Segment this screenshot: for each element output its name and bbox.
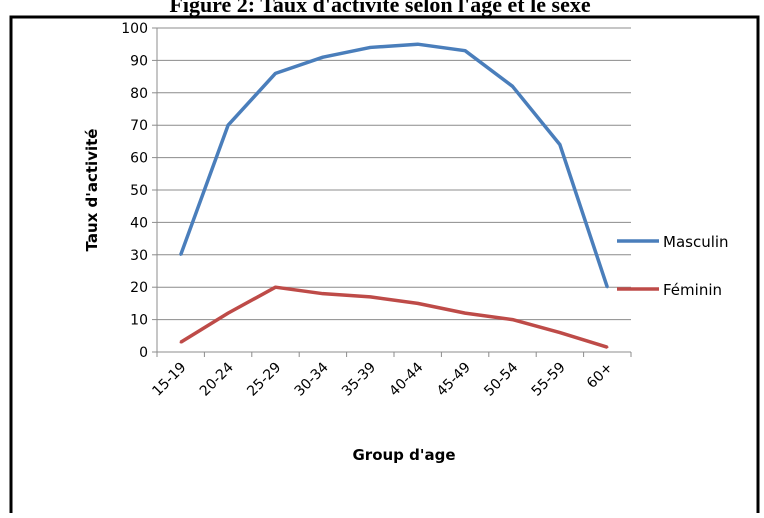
y-tick-label: 90 <box>130 53 148 69</box>
data-point <box>511 318 514 321</box>
legend-label: Féminin <box>663 281 722 299</box>
data-point <box>463 311 467 315</box>
x-axis-label: Group d'age <box>352 446 455 464</box>
y-tick-label: 60 <box>130 151 148 167</box>
grid-lines <box>157 27 631 321</box>
y-tick-label: 30 <box>130 248 148 264</box>
series-line-masculin <box>179 42 609 288</box>
y-tick-label: 100 <box>121 21 148 37</box>
data-point <box>321 292 325 295</box>
y-tick-label: 50 <box>130 183 148 199</box>
data-point <box>558 143 562 146</box>
data-point <box>179 341 182 344</box>
data-point <box>274 72 277 75</box>
data-point <box>606 345 609 349</box>
data-point <box>463 49 467 52</box>
x-tick-label: 50-54 <box>481 359 521 399</box>
axes <box>152 27 632 357</box>
y-tick-label: 80 <box>130 86 148 102</box>
y-axis-label: Taux d'activité <box>83 129 101 252</box>
y-tick-label: 20 <box>130 280 148 296</box>
x-tick-label: 60+ <box>584 360 616 392</box>
data-point <box>226 124 230 127</box>
x-tick-label: 45-49 <box>434 360 474 400</box>
data-point <box>558 331 562 334</box>
y-tick-label: 10 <box>130 313 148 329</box>
y-tick-labels: 0 10 20 30 40 50 60 70 80 90 100 <box>121 21 148 361</box>
data-point <box>179 253 182 256</box>
x-tick-label: 15-19 <box>149 360 189 400</box>
x-tick-label: 35-39 <box>339 360 379 400</box>
figure-frame <box>9 15 760 518</box>
data-point <box>511 85 514 88</box>
legend-label: Masculin <box>663 233 729 251</box>
data-point <box>416 43 419 46</box>
legend: Masculin Féminin <box>617 233 729 299</box>
data-point <box>226 311 230 315</box>
data-point <box>416 302 419 305</box>
series-line-féminin <box>179 285 608 349</box>
x-tick-labels: 15-19 20-24 25-29 30-34 35-39 40-44 45-49 50-54… <box>149 359 616 399</box>
y-tick-label: 70 <box>130 118 148 134</box>
x-tick-label: 25-29 <box>244 360 284 400</box>
data-point <box>369 46 372 49</box>
data-point <box>321 55 325 59</box>
data-point <box>274 286 277 289</box>
y-tick-label: 40 <box>130 215 148 231</box>
x-tick-label: 30-34 <box>292 359 332 399</box>
data-point <box>369 295 372 299</box>
x-tick-label: 55-59 <box>529 360 569 400</box>
data-point <box>606 286 609 289</box>
series-lines <box>179 42 609 349</box>
chart-title: Figure 2: Taux d'activité selon l'âge et… <box>169 0 590 17</box>
y-tick-label: 0 <box>139 345 148 361</box>
x-tick-label: 40-44 <box>386 359 426 399</box>
x-tick-label: 20-24 <box>197 359 237 399</box>
